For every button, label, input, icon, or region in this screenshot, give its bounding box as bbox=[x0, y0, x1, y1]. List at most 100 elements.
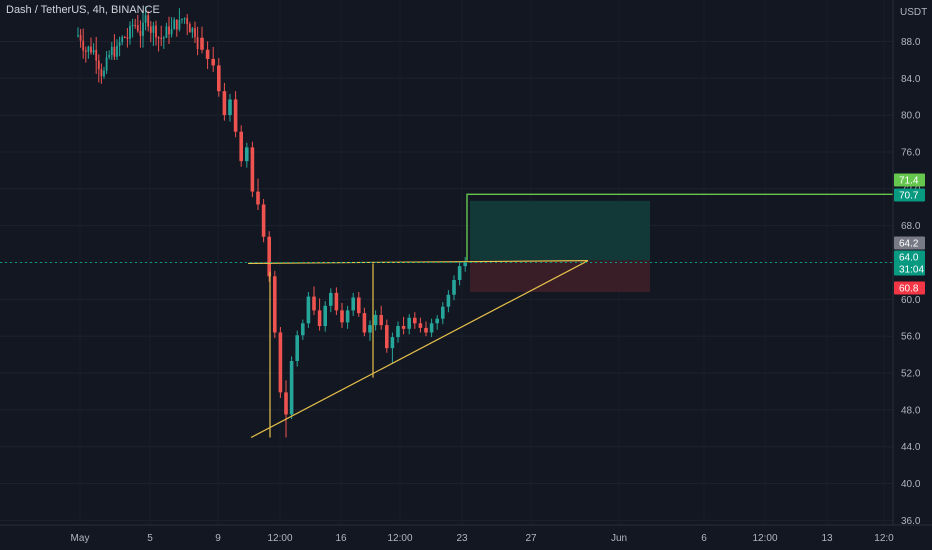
triangle-resistance-line[interactable] bbox=[247, 260, 589, 265]
history-candle-body bbox=[105, 57, 108, 71]
candle-body bbox=[273, 276, 277, 333]
candle-body bbox=[407, 317, 411, 329]
candle-body bbox=[463, 262, 467, 267]
time-tick-label: 27 bbox=[525, 533, 537, 544]
candle-body bbox=[211, 58, 215, 66]
candle-body bbox=[334, 292, 339, 311]
candle-body bbox=[233, 99, 238, 132]
time-tick-label: 9 bbox=[215, 533, 221, 544]
price-tag-box bbox=[894, 262, 925, 276]
time-tick-label: 6 bbox=[701, 533, 707, 544]
time-tick-label: 16 bbox=[335, 533, 347, 544]
candle-body bbox=[222, 91, 227, 116]
candle-body bbox=[312, 296, 316, 311]
candle-body bbox=[368, 325, 372, 333]
history-candle-body bbox=[194, 28, 196, 38]
candle-body bbox=[323, 305, 327, 327]
history-candle-body bbox=[142, 22, 144, 36]
candle-body bbox=[452, 280, 456, 295]
candle-body bbox=[239, 131, 243, 162]
history-candle-body bbox=[155, 25, 157, 38]
history-candle-body bbox=[118, 42, 121, 46]
candle-body bbox=[446, 294, 451, 307]
price-tag-label: 71.4 bbox=[899, 176, 919, 187]
price-tick-label: 40.0 bbox=[901, 479, 921, 490]
history-candle-body bbox=[82, 40, 85, 51]
history-candle-body bbox=[196, 37, 199, 49]
history-candle-body bbox=[100, 69, 103, 77]
history-candle-body bbox=[183, 18, 186, 20]
time-tick-label: May bbox=[71, 533, 90, 544]
time-axis-panel[interactable] bbox=[0, 525, 932, 550]
candle-body bbox=[362, 313, 367, 333]
candle-body bbox=[301, 323, 305, 336]
history-candle-body bbox=[170, 29, 173, 35]
candle-body bbox=[396, 326, 400, 338]
history-candle-body bbox=[87, 46, 90, 52]
history-candle-body bbox=[157, 37, 160, 39]
candle-body bbox=[228, 99, 232, 116]
price-tick-label: 68.0 bbox=[901, 221, 921, 232]
candle-body bbox=[329, 292, 333, 306]
candle-body bbox=[278, 332, 283, 393]
price-tag-label: 64.0 bbox=[899, 253, 919, 264]
time-tick-label: 12:00 bbox=[267, 533, 292, 544]
history-candle-body bbox=[126, 37, 129, 39]
history-candle-body bbox=[149, 26, 152, 33]
candle-body bbox=[267, 236, 271, 277]
history-candle-body bbox=[186, 18, 189, 25]
history-candle-body bbox=[178, 19, 181, 30]
history-candle-body bbox=[129, 25, 131, 39]
price-tick-label: 48.0 bbox=[901, 405, 921, 416]
history-candle-body bbox=[108, 54, 111, 58]
history-candle-body bbox=[139, 30, 142, 36]
profit-zone[interactable] bbox=[470, 200, 650, 261]
candle-body bbox=[385, 325, 389, 349]
loss-zone[interactable] bbox=[470, 260, 650, 292]
candle-body bbox=[200, 37, 204, 50]
price-tag-label: 31:04 bbox=[899, 265, 924, 276]
history-candle-body bbox=[121, 37, 124, 43]
history-candle-body bbox=[152, 25, 155, 33]
candle-body bbox=[306, 296, 311, 324]
candle-body bbox=[256, 191, 260, 205]
time-tick-label: 5 bbox=[147, 533, 153, 544]
history-candle-body bbox=[92, 49, 95, 53]
candle-body bbox=[217, 65, 221, 92]
history-candle-body bbox=[113, 46, 116, 57]
history-candle-body bbox=[160, 37, 163, 39]
time-tick-label: 13 bbox=[821, 533, 833, 544]
candle-body bbox=[413, 317, 417, 324]
candle-body bbox=[418, 323, 423, 328]
price-tick-label: 44.0 bbox=[901, 442, 921, 453]
price-tag-label: 70.7 bbox=[899, 191, 919, 202]
history-candle-body bbox=[90, 46, 92, 53]
price-tick-label: 52.0 bbox=[901, 369, 921, 380]
candle-body bbox=[351, 297, 355, 311]
candles bbox=[200, 26, 467, 438]
history-candle-body bbox=[147, 15, 150, 27]
position-zones[interactable] bbox=[470, 200, 650, 292]
target-projection-line[interactable] bbox=[466, 193, 893, 261]
price-tick-label: 80.0 bbox=[901, 111, 921, 122]
candle-body bbox=[390, 337, 395, 349]
candle-body bbox=[424, 327, 428, 333]
history-candles bbox=[77, 6, 199, 84]
history-candle-body bbox=[123, 37, 126, 39]
price-tag-box bbox=[894, 188, 925, 202]
history-candle-body bbox=[110, 46, 113, 55]
price-tag-box bbox=[894, 281, 925, 295]
trend-lines[interactable] bbox=[0, 193, 893, 439]
candle-body bbox=[289, 361, 294, 415]
time-tick-label: 12:00 bbox=[387, 533, 412, 544]
time-tick-label: 23 bbox=[456, 533, 468, 544]
time-tick-label: Jun bbox=[611, 533, 627, 544]
candle-body bbox=[317, 310, 322, 327]
candle-body bbox=[245, 147, 249, 162]
price-tick-label: 56.0 bbox=[901, 332, 921, 343]
candle-body bbox=[250, 147, 255, 192]
triangle-support-line[interactable] bbox=[250, 260, 589, 439]
price-tick-label: 84.0 bbox=[901, 74, 921, 85]
